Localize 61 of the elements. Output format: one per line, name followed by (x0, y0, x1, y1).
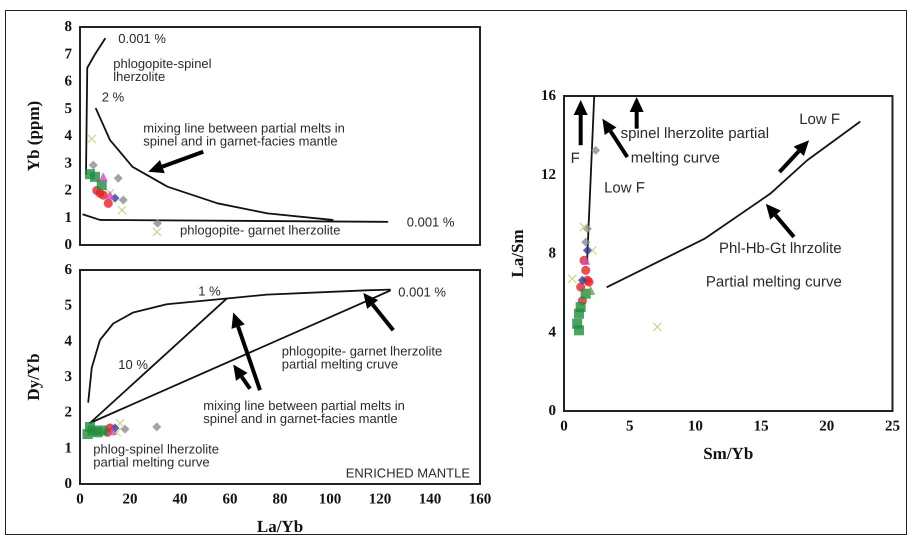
x-axis-title: La/Yb (256, 517, 304, 536)
y-tick-label: 5 (64, 298, 72, 314)
x-tick-label: 60 (222, 492, 238, 508)
annotation: 0.001 % (406, 214, 455, 230)
y-tick-label: 3 (64, 155, 72, 172)
annotation: Phl-Hb-Gt lhrzolite (719, 240, 842, 258)
annotation: phlogopite-spinel lherzolite (113, 56, 212, 84)
x-tick-label: 140 (418, 492, 442, 508)
annotation: spinel lherzolite partial (620, 125, 770, 142)
y-tick-label: 1 (64, 210, 72, 226)
y-tick-label: 0 (64, 476, 72, 492)
x-tick-label: 25 (885, 418, 900, 434)
y-tick-label: 4 (548, 324, 556, 340)
annotation: Low F (799, 111, 840, 128)
y-tick-label: 1 (64, 440, 72, 456)
x-tick-label: 10 (688, 418, 703, 434)
y-tick-label: 6 (64, 74, 72, 90)
annotation: 1 % (198, 284, 222, 299)
y-tick-label: 7 (64, 46, 72, 62)
annotation: ENRICHED MANTLE (346, 466, 470, 480)
x-tick-label: 20 (819, 418, 834, 434)
x-axis-title: Sm/Yb (703, 444, 754, 463)
annotation: phlogopite- garnet lherzolite partial melting cruve (282, 344, 442, 372)
annotation: mixing line between partial melts in spinel and in garnet-facies mantle (143, 120, 345, 149)
annotation: melting curve (630, 150, 720, 167)
annotation: phlogopite- garnet lherzolite (180, 222, 340, 238)
y-tick-label: 12 (541, 166, 556, 183)
y-tick-label: 16 (541, 88, 556, 104)
annotation: F (570, 150, 580, 168)
annotation: Partial melting curve (706, 274, 842, 291)
x-tick-label: 15 (754, 418, 769, 434)
x-tick-label: 120 (368, 492, 392, 508)
x-tick-label: 80 (272, 492, 288, 508)
annotation: 0.001 % (118, 31, 166, 46)
y-tick-label: 4 (64, 333, 72, 350)
y-tick-label: 2 (64, 182, 72, 198)
y-axis-title: Dy/Yb (24, 353, 43, 401)
y-tick-label: 2 (64, 404, 72, 421)
x-tick-label: 20 (122, 492, 138, 508)
annotation: mixing line between partial melts in spinel and in garnet-facies mantle (203, 398, 405, 426)
annotation: Low F (604, 179, 645, 196)
annotation: 0.001 % (398, 284, 446, 300)
x-tick-label: 160 (468, 492, 492, 508)
y-axis-title: La/Sm (508, 229, 527, 278)
x-tick-label: 0 (76, 492, 84, 508)
y-tick-label: 0 (548, 403, 556, 419)
y-tick-label: 0 (64, 237, 72, 253)
annotation: 10 % (118, 357, 148, 372)
y-tick-label: 5 (64, 100, 72, 117)
y-tick-label: 6 (64, 262, 72, 278)
x-tick-label: 100 (318, 492, 342, 508)
x-tick-label: 0 (560, 418, 568, 434)
annotation: 2 % (102, 90, 125, 105)
y-axis-title: Yb (ppm) (24, 100, 43, 172)
y-tick-label: 4 (64, 128, 72, 144)
annotation: phlog-spinel lherzolite partial melting curve (93, 441, 219, 470)
y-tick-label: 8 (548, 246, 556, 262)
x-tick-label: 40 (172, 492, 188, 508)
y-tick-label: 3 (64, 369, 72, 385)
x-tick-label: 5 (626, 418, 634, 434)
y-tick-label: 8 (64, 19, 72, 35)
